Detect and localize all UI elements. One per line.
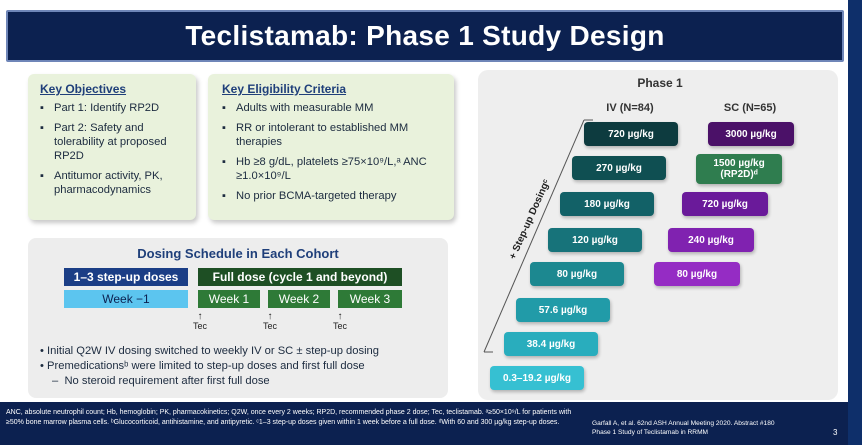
eligibility-item: Hb ≥8 g/dL, platelets ≥75×10⁹/L,ᵃ ANC ≥1…: [222, 155, 444, 183]
eligibility-heading: Key Eligibility Criteria: [222, 82, 347, 96]
eligibility-item: Adults with measurable MM: [222, 101, 444, 115]
week-minus1-box: Week −1: [64, 290, 188, 308]
right-edge-band: [848, 0, 862, 445]
tec-label: Tec: [192, 321, 207, 331]
up-arrow-icon: ↑: [337, 311, 343, 322]
dosing-schedule-panel: Dosing Schedule in Each Cohort 1–3 step-…: [28, 238, 448, 398]
iv-dose-box: 0.3–19.2 µg/kg: [490, 366, 584, 390]
tec-label: Tec: [332, 321, 347, 331]
stepup-doses-box: 1–3 step-up doses: [64, 268, 188, 286]
tec-marker: ↑ Tec: [255, 311, 285, 332]
note-item: • Premedicationsᵇ were limited to step-u…: [40, 360, 365, 372]
tec-marker: ↑ Tec: [185, 311, 215, 332]
objective-item: Part 2: Safety and tolerability at propo…: [40, 121, 186, 163]
note-item: • Initial Q2W IV dosing switched to week…: [40, 345, 380, 357]
sc-rp2d-dose: 1500 µg/kg: [713, 158, 765, 169]
footer: ANC, absolute neutrophil count; Hb, hemo…: [0, 402, 848, 445]
sc-dose-box: 240 µg/kg: [668, 228, 754, 252]
note-subitem: – No steroid requirement after first ful…: [52, 375, 270, 387]
key-objectives-list: Part 1: Identify RP2D Part 2: Safety and…: [40, 101, 186, 197]
eligibility-item: No prior BCMA-targeted therapy: [222, 189, 444, 203]
page-number: 3: [833, 428, 838, 437]
sc-rp2d-box: 1500 µg/kg (RP2D)ᵈ: [696, 154, 782, 184]
up-arrow-icon: ↑: [197, 311, 203, 322]
eligibility-list: Adults with measurable MM RR or intolera…: [222, 101, 444, 203]
iv-dose-box: 720 µg/kg: [584, 122, 678, 146]
objective-item: Part 1: Identify RP2D: [40, 101, 186, 115]
week-3-box: Week 3: [338, 290, 402, 308]
key-objectives-panel: Key Objectives Part 1: Identify RP2D Par…: [28, 74, 196, 220]
sc-dose-box: 80 µg/kg: [654, 262, 740, 286]
iv-dose-box: 120 µg/kg: [548, 228, 642, 252]
dosing-notes: • Initial Q2W IV dosing switched to week…: [40, 344, 460, 389]
tec-label: Tec: [262, 321, 277, 331]
note-text: Initial Q2W IV dosing switched to weekly…: [47, 345, 380, 357]
objective-item: Antitumor activity, PK, pharmacodynamics: [40, 169, 186, 197]
tec-marker: ↑ Tec: [325, 311, 355, 332]
sc-rp2d-label: (RP2D)ᵈ: [720, 169, 758, 180]
iv-dose-box: 57.6 µg/kg: [516, 298, 610, 322]
iv-header: IV (N=84): [606, 102, 654, 114]
dosing-schedule-heading: Dosing Schedule in Each Cohort: [137, 246, 339, 261]
eligibility-panel: Key Eligibility Criteria Adults with mea…: [208, 74, 454, 220]
iv-dose-box: 38.4 µg/kg: [504, 332, 598, 356]
iv-dose-box: 270 µg/kg: [572, 156, 666, 180]
citation-line: Phase 1 Study of Teclistamab in RRMM: [592, 428, 709, 436]
citation-line: Garfall A, et al. 62nd ASH Annual Meetin…: [592, 420, 775, 427]
phase1-title: Phase 1: [637, 76, 683, 90]
eligibility-item: RR or intolerant to established MM thera…: [222, 121, 444, 149]
footnotes: ANC, absolute neutrophil count; Hb, hemo…: [6, 409, 572, 426]
subnote-text: No steroid requirement after first full …: [64, 375, 270, 387]
key-objectives-heading: Key Objectives: [40, 82, 127, 96]
citation: Garfall A, et al. 62nd ASH Annual Meetin…: [592, 420, 775, 437]
note-text: Premedicationsᵇ were limited to step-up …: [47, 360, 365, 372]
iv-dose-box: 80 µg/kg: [530, 262, 624, 286]
full-dose-box: Full dose (cycle 1 and beyond): [198, 268, 402, 286]
sc-dose-box: 3000 µg/kg: [708, 122, 794, 146]
sc-dose-box: 720 µg/kg: [682, 192, 768, 216]
week-2-box: Week 2: [268, 290, 330, 308]
week-1-box: Week 1: [198, 290, 260, 308]
title-bar: Teclistamab: Phase 1 Study Design: [6, 10, 844, 62]
iv-dose-box: 180 µg/kg: [560, 192, 654, 216]
slide-title: Teclistamab: Phase 1 Study Design: [185, 20, 665, 51]
sc-header: SC (N=65): [723, 102, 777, 114]
up-arrow-icon: ↑: [267, 311, 273, 322]
